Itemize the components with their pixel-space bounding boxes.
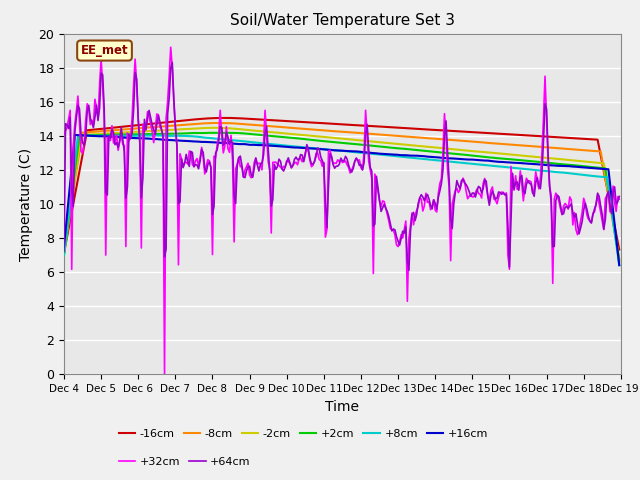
+64cm	[405, 267, 413, 273]
+8cm	[246, 139, 253, 145]
+8cm	[128, 133, 136, 139]
+2cm	[205, 130, 213, 136]
+64cm	[128, 131, 136, 136]
-8cm	[616, 256, 623, 262]
+64cm	[616, 193, 623, 199]
-8cm	[60, 246, 68, 252]
+64cm	[255, 168, 263, 174]
-8cm	[227, 120, 235, 126]
-16cm	[246, 116, 253, 122]
+16cm	[130, 135, 138, 141]
-8cm	[246, 122, 253, 128]
Line: -2cm: -2cm	[64, 128, 620, 260]
+2cm	[305, 137, 312, 143]
Y-axis label: Temperature (C): Temperature (C)	[19, 147, 33, 261]
-8cm	[586, 148, 594, 154]
-16cm	[221, 115, 228, 121]
-8cm	[128, 126, 136, 132]
-2cm	[210, 125, 218, 131]
+64cm	[60, 249, 68, 254]
-2cm	[60, 252, 68, 258]
-16cm	[305, 120, 312, 125]
-16cm	[586, 136, 594, 142]
+8cm	[227, 137, 235, 143]
+64cm	[246, 163, 253, 169]
+16cm	[227, 141, 235, 146]
+16cm	[71, 132, 79, 138]
+64cm	[168, 60, 176, 65]
-16cm	[128, 123, 136, 129]
+2cm	[60, 252, 68, 258]
+32cm	[60, 131, 68, 137]
+8cm	[616, 263, 623, 268]
Text: EE_met: EE_met	[81, 44, 129, 57]
+64cm	[227, 138, 235, 144]
-2cm	[246, 127, 253, 133]
-16cm	[255, 117, 263, 122]
+2cm	[255, 132, 263, 138]
+2cm	[586, 164, 594, 170]
+8cm	[305, 145, 312, 151]
-8cm	[255, 122, 263, 128]
+32cm	[247, 175, 255, 180]
+8cm	[255, 140, 263, 146]
-8cm	[218, 120, 226, 126]
+32cm	[228, 158, 236, 164]
+16cm	[60, 244, 68, 250]
+32cm	[161, 372, 168, 377]
-16cm	[227, 115, 235, 121]
X-axis label: Time: Time	[325, 400, 360, 414]
+2cm	[227, 130, 235, 136]
+32cm	[306, 157, 314, 163]
-2cm	[616, 257, 623, 263]
Title: Soil/Water Temperature Set 3: Soil/Water Temperature Set 3	[230, 13, 455, 28]
+16cm	[255, 142, 263, 148]
-2cm	[255, 128, 263, 134]
-16cm	[616, 247, 623, 252]
-2cm	[586, 159, 594, 165]
Line: -16cm: -16cm	[64, 118, 620, 253]
Line: -8cm: -8cm	[64, 123, 620, 259]
+2cm	[246, 131, 253, 137]
+32cm	[257, 160, 264, 166]
Legend: +32cm, +64cm: +32cm, +64cm	[114, 452, 255, 471]
+8cm	[60, 252, 68, 258]
Line: +16cm: +16cm	[64, 135, 620, 265]
+32cm	[588, 219, 595, 225]
-2cm	[128, 129, 136, 135]
+8cm	[153, 132, 161, 138]
+32cm	[616, 196, 623, 202]
-2cm	[227, 125, 235, 131]
+8cm	[586, 173, 594, 179]
+64cm	[588, 220, 595, 226]
-16cm	[60, 250, 68, 256]
+32cm	[128, 116, 136, 121]
-2cm	[305, 132, 312, 138]
+16cm	[616, 262, 623, 268]
Line: +2cm: +2cm	[64, 133, 620, 262]
+64cm	[305, 146, 312, 152]
+16cm	[305, 145, 312, 151]
Line: +64cm: +64cm	[64, 62, 620, 270]
+16cm	[586, 165, 594, 171]
Line: +32cm: +32cm	[64, 47, 620, 374]
+32cm	[167, 44, 175, 50]
+2cm	[616, 259, 623, 264]
+16cm	[246, 142, 253, 148]
+2cm	[128, 132, 136, 137]
Line: +8cm: +8cm	[64, 135, 620, 265]
-8cm	[305, 126, 312, 132]
